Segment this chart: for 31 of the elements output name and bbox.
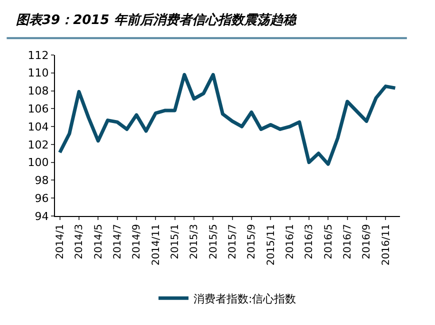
x-tick-label: 2014/1 xyxy=(55,224,66,260)
x-tick-label: 2015/3 xyxy=(189,224,200,260)
x-tick-label: 2016/5 xyxy=(323,224,334,260)
x-tick-label: 2014/11 xyxy=(150,224,162,266)
line-series xyxy=(58,72,397,166)
y-tick-label: 94 xyxy=(34,210,49,223)
y-tick-label: 98 xyxy=(34,174,49,188)
x-tick-label: 2014/9 xyxy=(132,224,143,260)
y-tick-label: 96 xyxy=(34,192,49,205)
x-tick-label: 2016/1 xyxy=(285,224,296,260)
x-tick-label: 2015/11 xyxy=(266,224,277,266)
x-tick-label: 2015/9 xyxy=(246,224,258,260)
y-tick-label: 104 xyxy=(28,120,49,134)
x-tick-label: 2016/11 xyxy=(380,224,392,266)
x-tick-label: 2014/5 xyxy=(93,224,104,260)
x-tick-label: 2015/1 xyxy=(170,224,182,260)
legend-label: 消费者指数:信心指数 xyxy=(194,292,296,306)
y-tick-label: 112 xyxy=(28,48,49,62)
y-tick-label: 106 xyxy=(28,102,49,116)
x-tick-label: 2016/9 xyxy=(362,224,373,260)
x-tick-label: 2016/3 xyxy=(304,224,316,260)
y-tick-label: 110 xyxy=(28,66,49,80)
x-tick-label: 2015/7 xyxy=(228,224,239,260)
x-tick-label: 2015/5 xyxy=(208,224,220,260)
x-tick-label: 2016/7 xyxy=(342,224,354,260)
y-tick-label: 108 xyxy=(28,84,49,98)
y-tick-label: 102 xyxy=(28,138,49,152)
x-tick-label: 2014/7 xyxy=(112,224,124,260)
y-tick-label: 100 xyxy=(28,156,49,170)
chart-title: 图表39：2015 年前后消费者信心指数震荡趋稳 xyxy=(16,12,297,28)
x-tick-label: 2014/3 xyxy=(74,224,86,260)
